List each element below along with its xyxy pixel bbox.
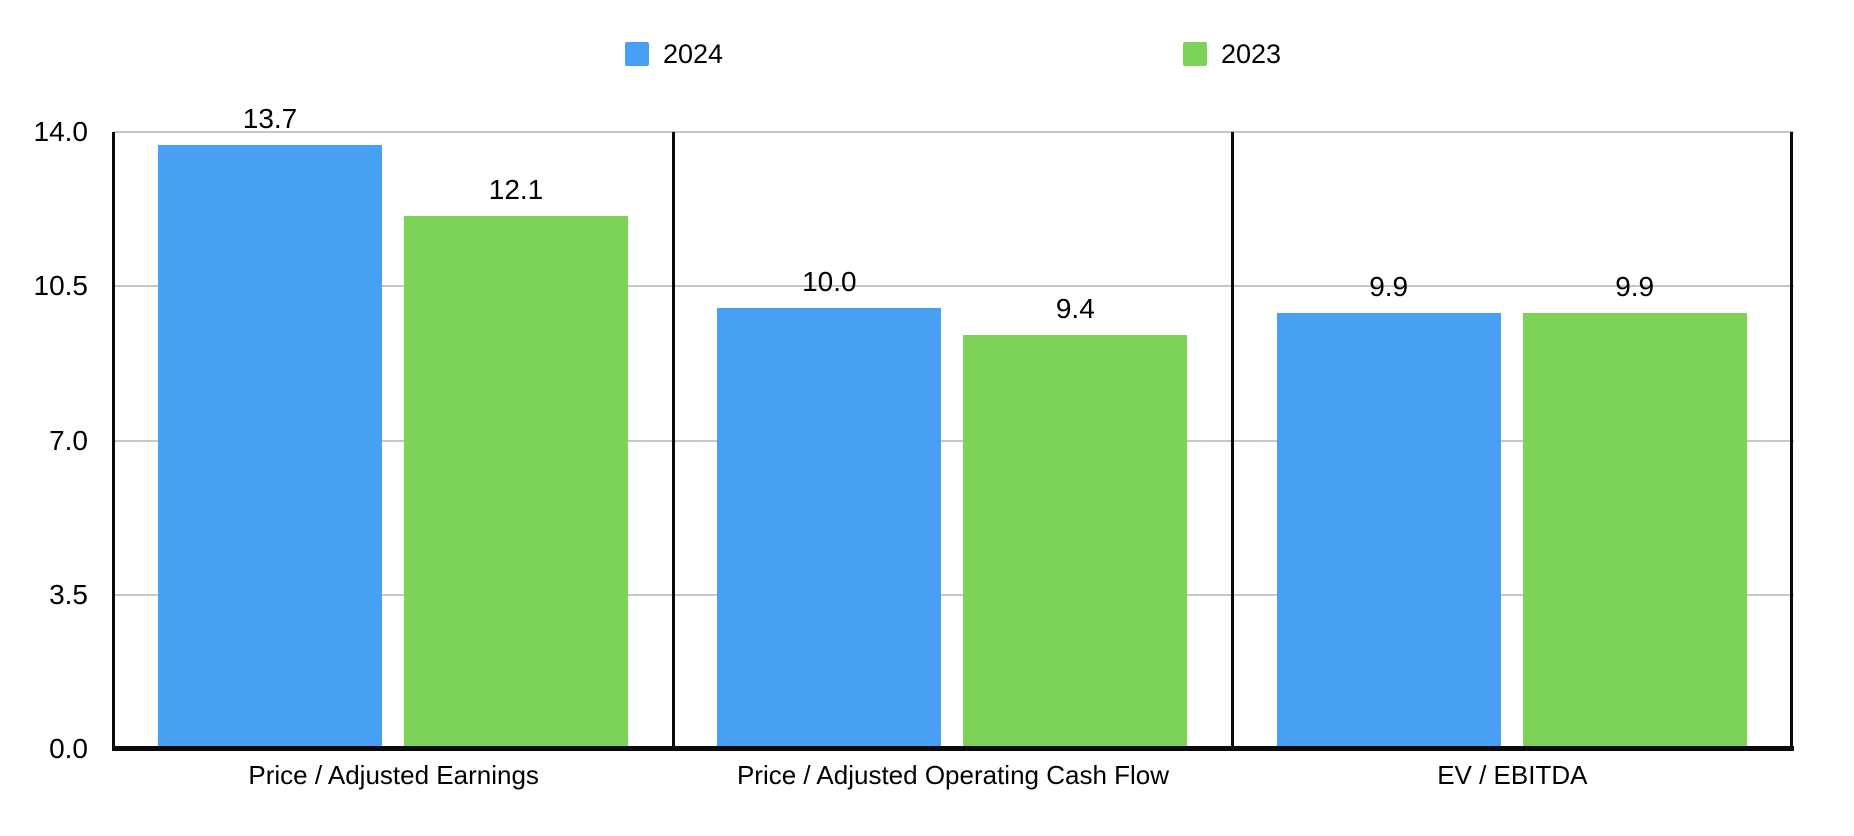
bar-value-label: 13.7 [242, 103, 298, 135]
gridline [114, 593, 1794, 596]
y-axis-line [112, 132, 115, 749]
legend-label-2023: 2023 [1221, 39, 1282, 69]
y-tick-label: 10.5 [33, 270, 89, 302]
panel-divider [671, 132, 675, 749]
bar-2023 [1522, 312, 1747, 748]
bar-value-label: 9.4 [1055, 292, 1095, 324]
legend-swatch-2023 [1183, 42, 1207, 66]
legend-item-2024: 2024 [625, 39, 724, 69]
bar-2023 [963, 334, 1188, 748]
y-tick-label: 14.0 [33, 116, 89, 147]
bar-2024 [1276, 312, 1501, 748]
gridline [114, 439, 1794, 442]
bar-2024 [158, 145, 382, 748]
category-label: Price / Adjusted Earnings [248, 760, 539, 790]
bar-2023 [404, 215, 628, 748]
legend-swatch-2024 [625, 42, 649, 66]
y-tick-label: 0.0 [49, 733, 88, 764]
bar-value-label: 12.1 [488, 173, 544, 205]
panel-divider [1231, 132, 1235, 749]
x-axis-line [112, 746, 1794, 751]
bar-value-label: 9.9 [1615, 270, 1655, 302]
gridline [114, 285, 1794, 288]
bar-value-label: 9.9 [1369, 270, 1409, 302]
bar-2024 [717, 308, 942, 748]
y-tick-label: 7.0 [49, 424, 88, 456]
legend-item-2023: 2023 [1183, 39, 1282, 69]
legend-label-2024: 2024 [663, 39, 724, 69]
gridline [114, 131, 1794, 133]
bar-value-label: 10.0 [802, 266, 857, 298]
category-label: EV / EBITDA [1437, 760, 1588, 790]
category-label: Price / Adjusted Operating Cash Flow [736, 760, 1170, 790]
y-tick-label: 3.5 [49, 578, 88, 610]
plot-right-border [1790, 132, 1793, 749]
